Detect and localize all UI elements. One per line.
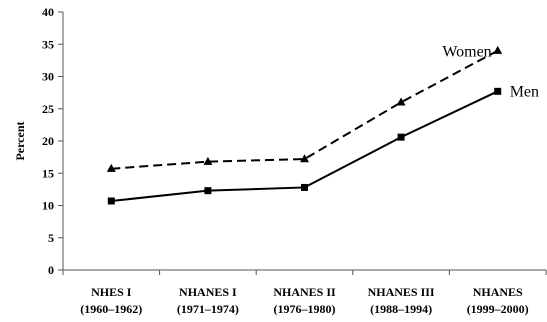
series-label-women: Women (442, 44, 491, 61)
x-tick-label-period: (1988–1994) (370, 302, 432, 316)
x-axis-labels: NHES I (1960–1962) NHANES I (1971–1974) NHAN… (80, 285, 528, 316)
y-tick-label: 30 (42, 70, 54, 84)
y-tick-label: 15 (42, 166, 54, 180)
y-axis-label: Percent (13, 121, 27, 160)
data-point-triangle (300, 154, 309, 163)
y-tick-label: 20 (42, 134, 54, 148)
x-tick-label-period: (1976–1980) (274, 302, 336, 316)
data-point-square (204, 187, 212, 195)
x-tick-label-period: (1999–2000) (467, 302, 529, 316)
data-point-square (107, 197, 115, 205)
data-point-triangle (203, 156, 213, 165)
series-line-women (111, 49, 499, 170)
data-point-square (494, 87, 502, 95)
data-point-triangle (106, 163, 116, 172)
x-tick-label: NHANES II (273, 285, 336, 299)
data-point-triangle (396, 97, 406, 106)
y-axis-ticks: 0 5 10 15 20 25 30 35 40 (42, 5, 63, 277)
series-label-men: Men (510, 83, 539, 100)
data-point-square (397, 133, 405, 141)
y-tick-label: 0 (48, 263, 54, 277)
y-tick-label: 40 (42, 5, 54, 19)
series-men: Men (107, 83, 539, 205)
x-tick-label: NHES I (91, 285, 132, 299)
series-women: Women (106, 44, 503, 172)
y-tick-label: 5 (48, 231, 54, 245)
x-tick-label: NHANES III (368, 285, 435, 299)
chart-series: Women Men (106, 44, 539, 205)
x-tick-label: NHANES I (179, 285, 237, 299)
x-tick-label-period: (1971–1974) (177, 302, 239, 316)
x-tick-label: NHANES (473, 285, 523, 299)
data-point-square (301, 183, 308, 191)
data-point-triangle (493, 45, 503, 54)
x-tick-label-period: (1960–1962) (80, 302, 142, 316)
y-tick-label: 25 (42, 102, 54, 116)
y-tick-label: 10 (42, 199, 54, 213)
y-tick-label: 35 (42, 37, 54, 51)
